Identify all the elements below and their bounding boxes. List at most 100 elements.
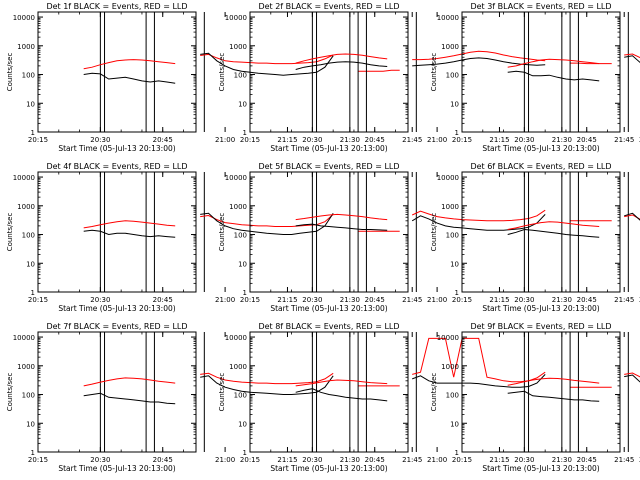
y-tick-label: 100 [22,232,35,240]
y-tick-label: 1000 [441,363,459,371]
lld-series-line [83,59,176,70]
lld-series-line [83,220,176,229]
y-tick-label: 10000 [13,14,35,22]
plot-frame [249,171,409,293]
y-axis-label: Counts/sec [430,213,438,252]
x-axis-label: Start Time (05-Jul-13 20:13:00) [482,144,599,153]
x-tick-label: 20:45 [153,456,173,464]
x-tick-label: 21:45 [614,296,634,304]
x-tick-label: 20:15 [240,136,260,144]
x-tick-label: 20:30 [302,456,322,464]
x-tick-label: 21:15 [489,136,509,144]
panel-title: Det 8f BLACK = Events, RED = LLD [258,322,399,331]
x-tick-label: 20:30 [514,136,534,144]
x-tick-label: 21:30 [340,456,360,464]
y-tick-label: 100 [22,72,35,80]
lld-series-line [507,377,600,386]
y-tick-label: 100 [234,392,247,400]
x-tick-label: 21:15 [489,456,509,464]
x-tick-label: 21:00 [427,296,447,304]
y-tick-label: 1 [455,289,459,297]
events-series-line [200,375,334,395]
y-tick-label: 10 [450,420,459,428]
y-tick-label: 10 [26,100,35,108]
lld-series-line [83,377,176,387]
y-tick-label: 1000 [17,363,35,371]
lld-series-line [412,50,546,62]
x-tick-label: 21:15 [277,296,297,304]
y-axis-label: Counts/sec [430,373,438,412]
x-tick-label: 20:45 [365,456,385,464]
events-series-line [507,390,600,402]
y-tick-label: 10 [238,420,247,428]
y-tick-label: 100 [446,232,459,240]
x-axis-label: Start Time (05-Jul-13 20:13:00) [270,304,387,313]
y-tick-label: 10 [238,100,247,108]
y-tick-label: 100 [234,232,247,240]
x-tick-label: 21:00 [215,136,235,144]
x-tick-label: 21:30 [340,296,360,304]
y-axis-label: Counts/sec [6,53,14,92]
x-axis-label: Start Time (05-Jul-13 20:13:00) [270,144,387,153]
panel-4: Det 4f BLACK = Events, RED = LLD 1 10 100 10… [6,162,422,313]
x-tick-label: 21:15 [277,136,297,144]
y-tick-label: 100 [22,392,35,400]
x-tick-label: 20:15 [28,136,48,144]
x-tick-label: 20:15 [452,136,472,144]
events-series-line [412,374,546,388]
x-axis-label: Start Time (05-Jul-13 20:13:00) [58,144,175,153]
x-tick-label: 20:45 [577,456,597,464]
x-tick-label: 20:45 [577,136,597,144]
y-tick-label: 10000 [225,334,247,342]
lld-series-line [200,372,334,385]
x-tick-label: 20:45 [365,136,385,144]
panel-title: Det 2f BLACK = Events, RED = LLD [258,2,399,11]
y-tick-label: 10000 [437,174,459,182]
x-tick-label: 21:45 [614,456,634,464]
panel-7: Det 7f BLACK = Events, RED = LLD 1 10 100 10… [6,322,422,473]
panel-5: Det 5f BLACK = Events, RED = LLD 1 10 100 10… [218,162,634,313]
y-tick-label: 10000 [13,174,35,182]
x-tick-label: 20:30 [302,136,322,144]
y-axis-label: Counts/sec [218,373,226,412]
y-axis-label: Counts/sec [218,53,226,92]
y-tick-label: 10 [450,260,459,268]
x-tick-label: 20:30 [514,296,534,304]
events-series-line [507,228,600,238]
x-tick-label: 21:45 [614,136,634,144]
x-tick-label: 20:30 [302,296,322,304]
x-tick-label: 21:45 [402,136,422,144]
y-tick-label: 10000 [225,174,247,182]
plot-frame [37,331,197,453]
y-tick-label: 1 [455,129,459,137]
y-tick-label: 100 [446,72,459,80]
panel-title: Det 5f BLACK = Events, RED = LLD [258,162,399,171]
lld-series-line [507,221,600,230]
lld-series-line [295,213,388,221]
panel-8: Det 8f BLACK = Events, RED = LLD 1 10 100 10… [218,322,634,473]
y-tick-label: 100 [234,72,247,80]
panel-title: Det 6f BLACK = Events, RED = LLD [470,162,611,171]
lld-series-line [570,62,612,65]
y-tick-label: 1000 [17,203,35,211]
x-tick-label: 20:15 [240,296,260,304]
y-tick-label: 1 [31,289,35,297]
x-tick-label: 21:15 [489,296,509,304]
y-tick-label: 1 [243,449,247,457]
events-series-line [624,55,640,64]
lld-series-line [295,53,388,64]
x-tick-label: 21:30 [552,296,572,304]
lld-series-line [358,69,400,72]
y-axis-label: Counts/sec [218,213,226,252]
events-series-line [83,392,176,405]
panel-9: Det 9f BLACK = Events, RED = LLD 1 10 100 10… [430,322,640,473]
panel-title: Det 9f BLACK = Events, RED = LLD [470,322,611,331]
y-tick-label: 1000 [17,43,35,51]
x-tick-label: 21:00 [215,296,235,304]
y-tick-label: 1000 [229,203,247,211]
x-tick-label: 20:30 [90,296,110,304]
y-axis-label: Counts/sec [6,213,14,252]
x-tick-label: 20:45 [577,296,597,304]
x-tick-label: 21:00 [215,456,235,464]
